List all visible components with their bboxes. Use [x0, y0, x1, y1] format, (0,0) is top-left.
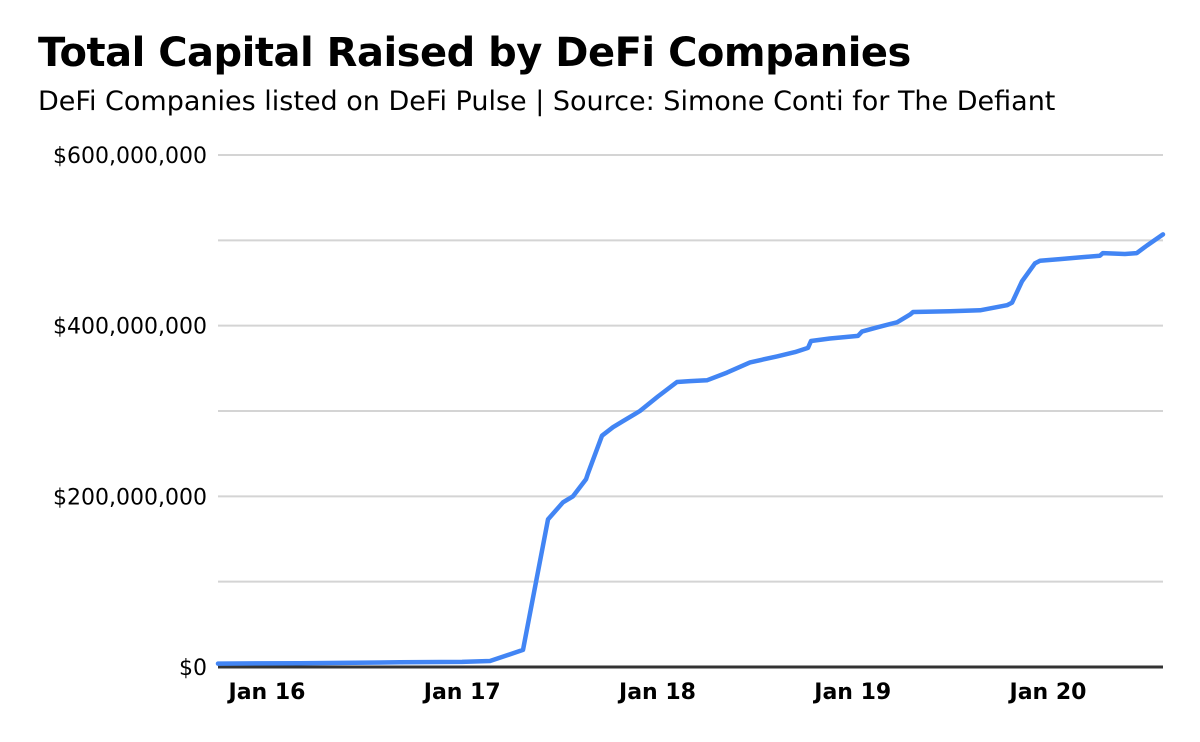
x-axis-label: Jan 16 [227, 680, 306, 705]
data-line [215, 232, 1166, 666]
y-axis-label: $0 [179, 656, 207, 681]
x-axis-label: Jan 18 [617, 680, 696, 705]
x-axis-label: Jan 20 [1008, 680, 1087, 705]
x-axis-label: Jan 19 [812, 680, 891, 705]
chart-subtitle: DeFi Companies listed on DeFi Pulse | So… [38, 86, 1056, 117]
y-axis-label: $600,000,000 [53, 144, 207, 169]
line-chart-plot-area: $0 $200,000,000 $400,000,000 $600,000,000 Ja… [53, 144, 1166, 705]
chart-title: Total Capital Raised by DeFi Companies [38, 30, 911, 76]
x-axis-label: Jan 17 [422, 680, 501, 705]
y-axis-label: $400,000,000 [53, 315, 207, 340]
y-axis-label: $200,000,000 [53, 485, 207, 510]
